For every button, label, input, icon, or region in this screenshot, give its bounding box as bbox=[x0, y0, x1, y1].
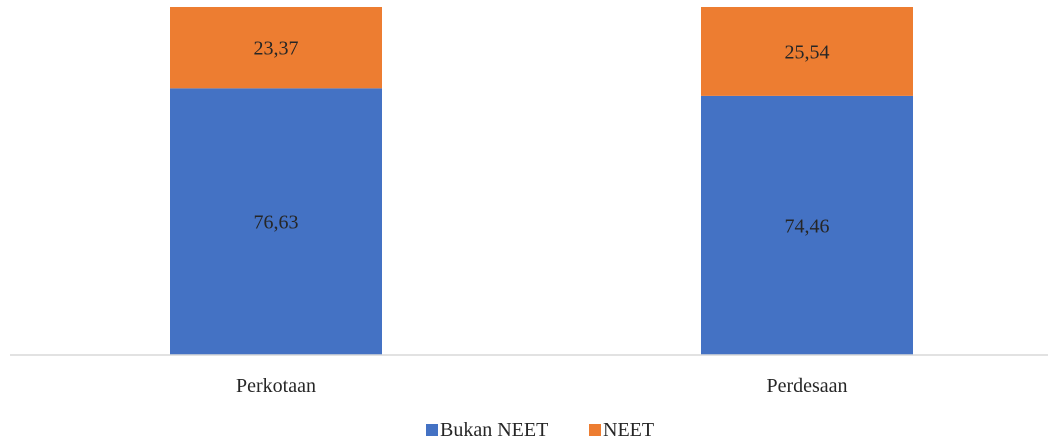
x-tick-label-perkotaan: Perkotaan bbox=[236, 375, 316, 397]
bar-bukan-neet-perkotaan bbox=[170, 88, 382, 355]
data-labels-group: 76,63 23,37 74,46 25,54 bbox=[254, 38, 830, 238]
x-tick-labels: Perkotaan Perdesaan bbox=[236, 375, 848, 397]
data-label-bukan-neet-perkotaan: 76,63 bbox=[254, 212, 299, 234]
data-label-neet-perdesaan: 25,54 bbox=[785, 41, 830, 63]
legend-label-neet: NEET bbox=[603, 419, 654, 441]
bars-group bbox=[170, 7, 913, 355]
legend-swatch-bukan-neet bbox=[426, 424, 438, 436]
bar-bukan-neet-perdesaan bbox=[701, 95, 913, 355]
data-label-neet-perkotaan: 23,37 bbox=[254, 38, 299, 60]
bar-neet-perdesaan bbox=[701, 7, 913, 96]
legend: Bukan NEET NEET bbox=[426, 419, 654, 441]
legend-swatch-neet bbox=[589, 424, 601, 436]
data-label-bukan-neet-perdesaan: 74,46 bbox=[785, 215, 830, 237]
x-tick-label-perdesaan: Perdesaan bbox=[766, 375, 847, 397]
legend-label-bukan-neet: Bukan NEET bbox=[440, 419, 548, 441]
bar-neet-perkotaan bbox=[170, 7, 382, 89]
